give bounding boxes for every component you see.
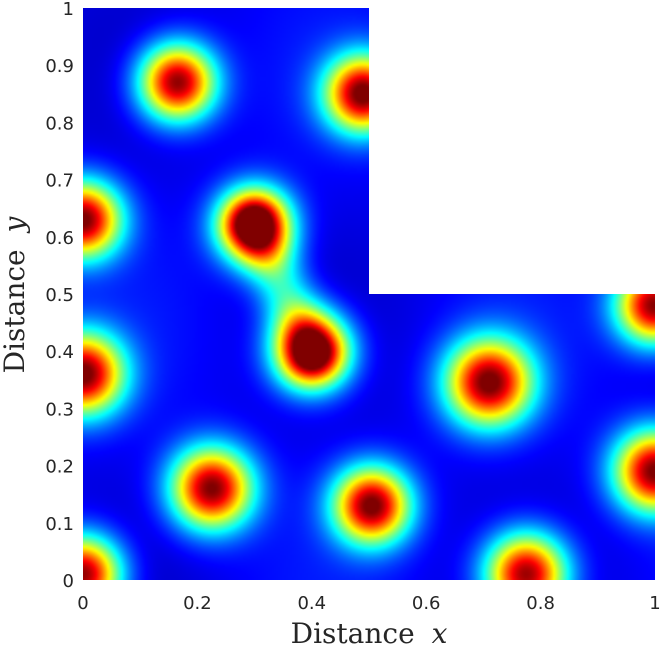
y-tick-label: 0.7 [45,171,74,192]
y-tick-label: 1 [63,0,74,20]
heatmap-field [83,8,655,580]
y-tick-label: 0.9 [45,56,74,77]
y-axis-ticks: 0 0.1 0.2 0.3 0.4 0.5 0.6 0.7 0.8 0.9 1 [45,0,74,592]
x-axis-label-variable: x [432,617,448,645]
y-tick-label: 0.8 [45,113,74,134]
x-tick-label: 0.6 [412,593,441,614]
x-axis-label: Distance x [291,617,448,645]
x-axis-label-text: Distance [291,617,415,645]
y-tick-label: 0.4 [45,342,74,363]
y-tick-label: 0.1 [45,514,74,535]
x-tick-label: 1 [649,593,660,614]
x-tick-label: 0.2 [183,593,212,614]
x-tick-label: 0 [77,593,88,614]
x-tick-label: 0.8 [526,593,555,614]
y-tick-label: 0 [63,571,74,592]
y-tick-label: 0.2 [45,457,74,478]
x-axis-ticks: 0 0.2 0.4 0.6 0.8 1 [77,593,660,614]
plot-area [83,8,655,580]
y-axis-label-variable: y [0,215,31,234]
y-axis-label-text: Distance [0,249,31,373]
y-tick-label: 0.3 [45,399,74,420]
y-axis-label: Distance y [0,215,31,373]
y-tick-label: 0.5 [45,285,74,306]
y-tick-label: 0.6 [45,228,74,249]
x-tick-label: 0.4 [297,593,326,614]
